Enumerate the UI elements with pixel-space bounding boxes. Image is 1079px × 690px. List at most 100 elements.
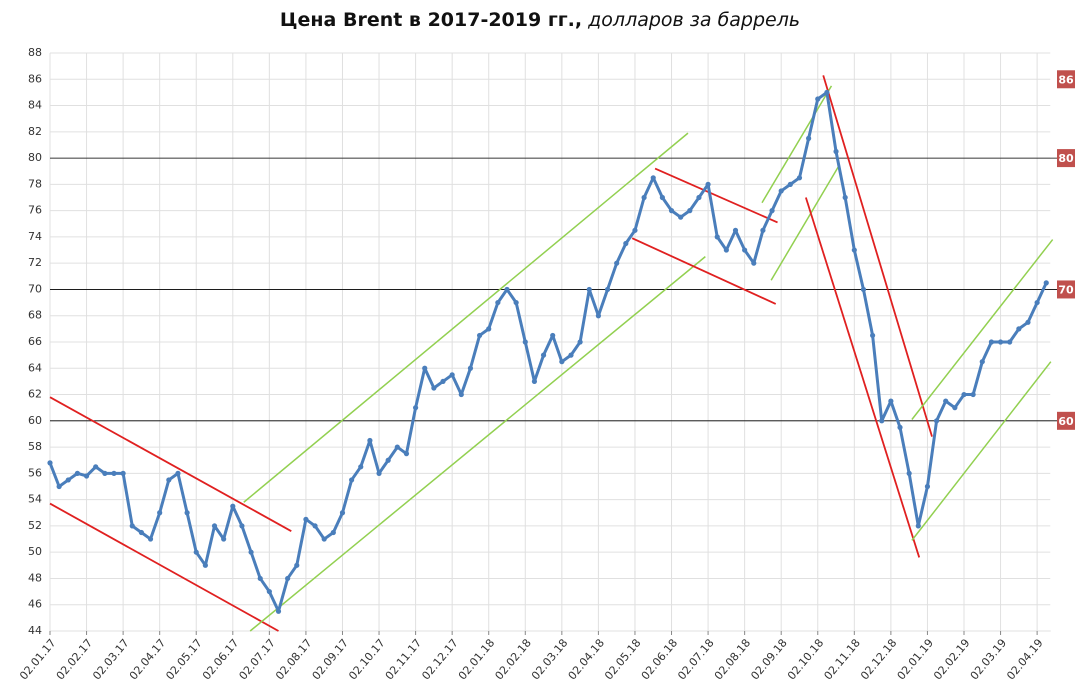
price-point xyxy=(970,391,976,398)
chart-title: Цена Brent в 2017-2019 гг., xyxy=(280,9,582,31)
price-point xyxy=(202,562,208,568)
price-point xyxy=(358,464,364,470)
price-point xyxy=(422,365,428,371)
chart-subtitle: долларов за баррель xyxy=(587,9,800,31)
price-point xyxy=(458,391,464,398)
trend-line xyxy=(911,239,1054,420)
x-tick-label: 02.09.17 xyxy=(310,636,351,682)
price-point xyxy=(321,536,327,542)
price-point xyxy=(413,405,419,411)
price-point xyxy=(111,470,117,476)
reference-label: 60 xyxy=(1058,415,1074,428)
price-point xyxy=(595,313,602,319)
price-point xyxy=(614,260,620,266)
price-point xyxy=(586,286,592,293)
trend-line xyxy=(49,502,279,632)
y-tick-label: 62 xyxy=(28,388,42,401)
y-tick-label: 84 xyxy=(28,99,42,112)
price-point xyxy=(760,227,766,233)
y-tick-label: 76 xyxy=(28,204,42,217)
y-tick-label: 88 xyxy=(28,46,42,59)
price-point xyxy=(714,234,720,240)
price-point xyxy=(1043,280,1049,286)
reference-label: 80 xyxy=(1058,152,1074,165)
price-point xyxy=(513,299,519,306)
y-tick-label: 86 xyxy=(28,72,42,85)
price-point xyxy=(476,332,483,339)
x-tick-label: 02.08.18 xyxy=(712,636,753,682)
price-point xyxy=(769,208,775,214)
price-point xyxy=(824,89,830,96)
x-tick-label: 02.10.18 xyxy=(785,636,826,682)
y-tick-label: 74 xyxy=(28,230,42,243)
price-point xyxy=(1016,326,1022,332)
price-point xyxy=(842,194,848,201)
price-point xyxy=(778,188,784,194)
reference-label-box xyxy=(1057,149,1075,168)
x-tick-label: 02.06.17 xyxy=(200,636,241,682)
price-point xyxy=(440,378,446,385)
price-point xyxy=(367,437,373,444)
x-tick-label: 02.11.17 xyxy=(383,636,424,682)
price-point xyxy=(943,398,949,404)
price-point xyxy=(486,326,492,332)
y-tick-label: 50 xyxy=(28,545,42,558)
trend-line xyxy=(654,167,778,224)
x-tick-label: 02.06.18 xyxy=(639,636,680,682)
y-tick-label: 60 xyxy=(28,414,42,427)
chart-title-group: Цена Brent в 2017-2019 гг., долларов за … xyxy=(280,9,800,31)
x-tick-label: 02.11.18 xyxy=(821,636,862,682)
x-tick-label: 02.05.17 xyxy=(163,636,204,682)
x-tick-label: 02.08.17 xyxy=(273,636,314,682)
price-point xyxy=(860,286,867,293)
price-point xyxy=(641,194,647,201)
price-point xyxy=(303,516,309,522)
price-point xyxy=(915,523,921,529)
price-point xyxy=(997,339,1004,345)
price-point xyxy=(668,208,675,214)
price-point xyxy=(175,470,181,476)
price-point xyxy=(56,483,62,490)
price-point xyxy=(933,418,940,424)
y-tick-label: 54 xyxy=(28,493,42,506)
price-point xyxy=(102,470,108,476)
price-point xyxy=(705,181,711,187)
x-tick-label: 02.04.18 xyxy=(566,636,607,682)
trend-line xyxy=(770,165,840,281)
x-tick-label: 02.07.18 xyxy=(675,636,716,682)
price-point xyxy=(604,286,611,293)
x-tick-label: 02.05.18 xyxy=(602,636,643,682)
price-point xyxy=(257,575,263,582)
price-point xyxy=(138,529,144,536)
price-point xyxy=(129,523,135,529)
price-point xyxy=(275,608,282,614)
price-point xyxy=(330,529,336,536)
price-point xyxy=(632,227,638,233)
price-point xyxy=(531,378,538,385)
price-point xyxy=(924,483,931,490)
price-point xyxy=(349,477,355,483)
price-point xyxy=(157,510,163,516)
price-point xyxy=(650,175,656,181)
price-point xyxy=(952,405,958,411)
price-line xyxy=(48,90,1048,613)
price-point xyxy=(687,208,693,214)
trend-line xyxy=(249,256,706,632)
price-point xyxy=(659,194,665,201)
price-point xyxy=(550,332,556,339)
x-tick-label: 02.03.17 xyxy=(90,636,131,682)
price-point xyxy=(742,247,748,253)
price-point xyxy=(1034,299,1040,306)
x-tick-label: 02.04.19 xyxy=(1004,636,1045,682)
price-point xyxy=(815,96,821,102)
price-point xyxy=(248,549,254,555)
reference-label: 70 xyxy=(1058,283,1074,296)
x-tick-label: 02.02.17 xyxy=(54,636,95,682)
price-point xyxy=(696,194,702,201)
price-point xyxy=(961,391,967,398)
price-point xyxy=(732,227,739,233)
price-point xyxy=(431,385,437,391)
price-point xyxy=(120,470,126,476)
y-tick-label: 80 xyxy=(28,151,42,164)
